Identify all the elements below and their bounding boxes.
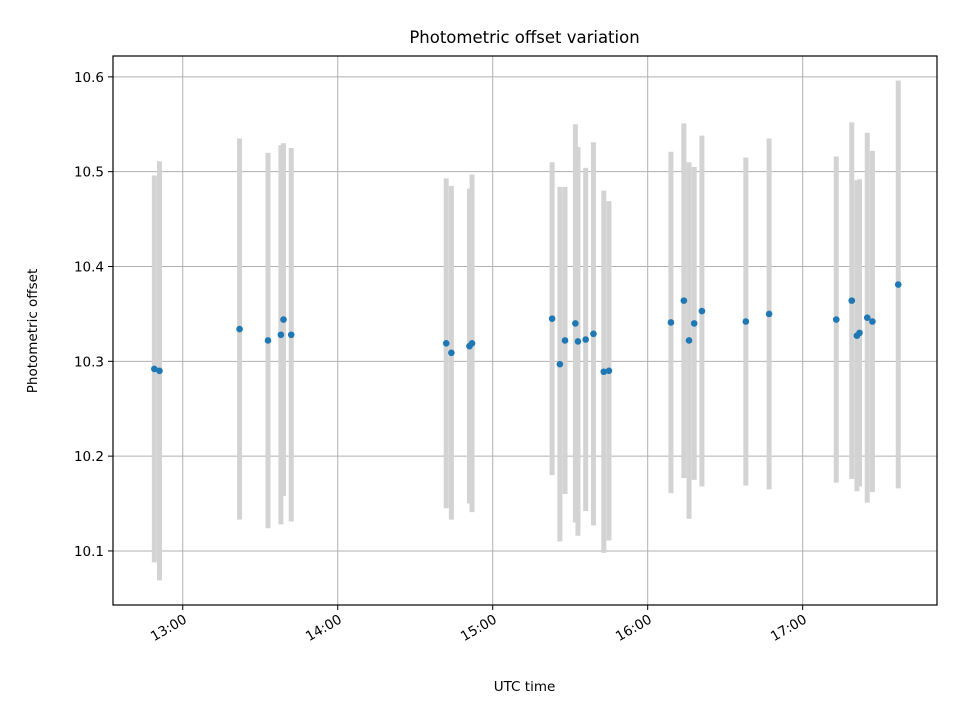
data-point xyxy=(287,331,295,339)
data-point xyxy=(848,297,856,304)
data-point xyxy=(600,368,608,376)
y-tick-label: 10.6 xyxy=(74,70,104,86)
data-point xyxy=(156,367,163,375)
data-point xyxy=(468,340,476,347)
data-point xyxy=(548,315,556,322)
data-point xyxy=(742,318,750,325)
data-point xyxy=(856,329,863,337)
data-point xyxy=(605,367,613,375)
data-point xyxy=(590,330,597,338)
data-point xyxy=(667,319,675,326)
plot-frame xyxy=(112,55,938,606)
data-point xyxy=(264,337,272,344)
data-point xyxy=(894,281,902,288)
data-point xyxy=(442,340,450,347)
data-point xyxy=(561,337,569,344)
data-point xyxy=(685,337,693,344)
data-point xyxy=(574,338,582,345)
chart-title: Photometric offset variation xyxy=(409,28,639,47)
data-point xyxy=(151,365,158,373)
data-points xyxy=(151,281,902,376)
y-axis-ticks: 10.1 10.2 10.3 10.4 10.5 10.6 xyxy=(74,70,113,560)
y-axis-label: Photometric offset xyxy=(25,269,41,393)
y-tick-label: 10.1 xyxy=(74,544,104,560)
data-point xyxy=(863,314,871,321)
data-point xyxy=(765,310,773,318)
data-point xyxy=(582,336,590,343)
x-axis-label: UTC time xyxy=(494,679,556,695)
data-point xyxy=(236,325,243,333)
data-point xyxy=(572,320,579,327)
data-point xyxy=(680,297,688,304)
data-point xyxy=(556,360,564,368)
grid xyxy=(113,56,937,605)
data-point xyxy=(448,349,455,357)
data-point xyxy=(698,307,706,315)
y-tick-label: 10.4 xyxy=(74,259,104,275)
y-tick-label: 10.3 xyxy=(74,354,104,370)
data-point xyxy=(277,331,285,339)
data-point xyxy=(690,320,698,327)
y-tick-label: 10.2 xyxy=(74,449,104,465)
y-tick-label: 10.5 xyxy=(74,165,104,181)
data-point xyxy=(869,318,876,325)
data-point xyxy=(280,316,287,323)
data-point xyxy=(832,316,840,323)
